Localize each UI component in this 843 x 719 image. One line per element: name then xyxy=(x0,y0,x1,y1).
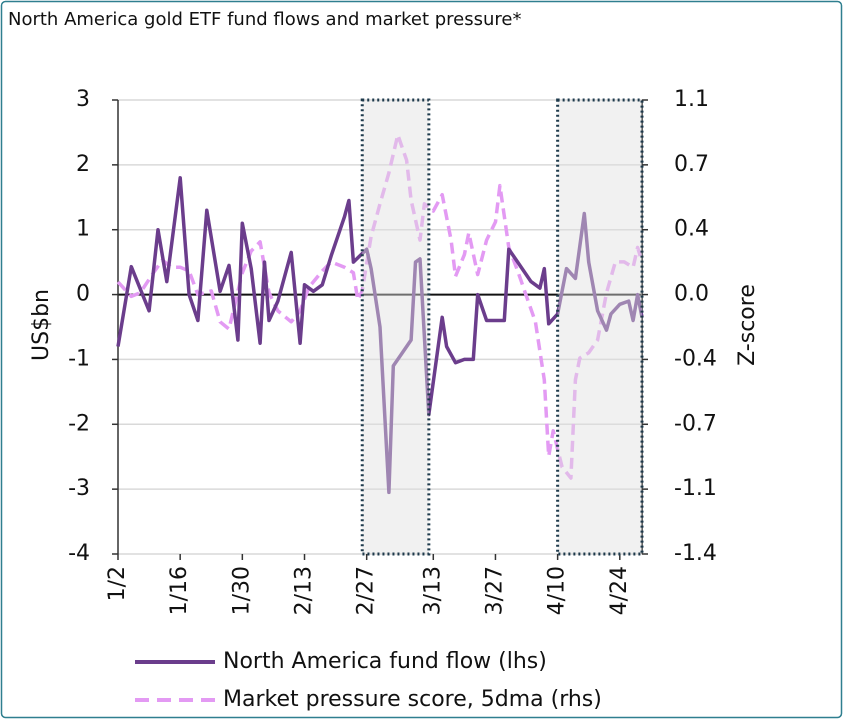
y2-tick-label: 0.7 xyxy=(674,152,709,177)
x-tick-label: 1/30 xyxy=(229,566,254,615)
y2-tick-label: -1.1 xyxy=(674,476,717,501)
series-line xyxy=(116,133,644,480)
legend-label: North America fund flow (lhs) xyxy=(223,649,547,674)
y2-axis-label: Z-score xyxy=(735,284,760,366)
y2-tick-label: 0.4 xyxy=(674,217,709,242)
x-tick-label: 2/13 xyxy=(292,566,317,615)
x-tick-label: 4/10 xyxy=(545,566,570,615)
y-tick-label: 0 xyxy=(76,282,90,307)
shaded-period xyxy=(556,98,644,556)
y2-tick-label: -0.7 xyxy=(674,411,717,436)
y2-tick-label: -1.4 xyxy=(674,541,717,566)
y2-tick-label: -0.4 xyxy=(674,346,717,371)
y2-tick-label: 1.1 xyxy=(674,87,709,112)
y-axis-label: US$bn xyxy=(29,289,54,361)
x-tick-label: 1/16 xyxy=(167,566,192,615)
y-tick-label: 2 xyxy=(76,152,90,177)
y-tick-label: -4 xyxy=(68,541,90,566)
x-tick-label: 3/13 xyxy=(420,566,445,615)
y-tick-label: 1 xyxy=(76,217,90,242)
x-tick-label: 3/27 xyxy=(482,566,507,615)
legend-label: Market pressure score, 5dma (rhs) xyxy=(223,687,602,712)
y2-tick-label: 0.0 xyxy=(674,282,709,307)
y-tick-label: 3 xyxy=(76,87,90,112)
chart-title: North America gold ETF fund flows and ma… xyxy=(8,9,521,30)
y-tick-label: -2 xyxy=(68,411,90,436)
x-tick-label: 1/2 xyxy=(105,566,130,601)
x-tick-label: 4/24 xyxy=(607,566,632,615)
series-line xyxy=(116,176,644,495)
shaded-period xyxy=(360,98,431,556)
y-tick-label: -1 xyxy=(68,346,90,371)
y-tick-label: -3 xyxy=(68,476,90,501)
x-tick-label: 2/27 xyxy=(354,566,379,615)
